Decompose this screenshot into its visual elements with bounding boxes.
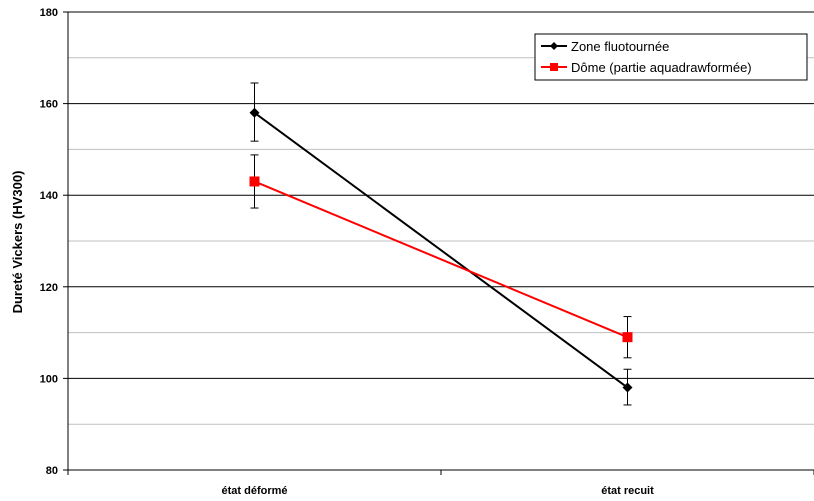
legend-marker	[550, 42, 558, 50]
series-line	[253, 111, 629, 389]
legend-item-1: Zone fluotournée	[541, 39, 669, 54]
legend-label: Dôme (partie aquadrawformée)	[571, 60, 752, 75]
y-tick-labels: 80 100 120 140 160 180	[40, 7, 58, 477]
x-tick-label: état déformé	[221, 485, 287, 497]
data-point	[249, 176, 260, 187]
legend: Zone fluotournée Dôme (partie aquadrawfor…	[534, 33, 808, 81]
legend-label: Zone fluotournée	[571, 39, 669, 54]
series-group	[249, 82, 633, 406]
legend-box	[534, 33, 808, 81]
data-point	[622, 382, 633, 393]
y-tick-label: 120	[40, 282, 58, 294]
data-point	[622, 332, 633, 343]
y-tick-label: 160	[40, 99, 58, 111]
y-tick-label: 140	[40, 190, 58, 202]
y-tick-label: 80	[46, 465, 58, 477]
major-gridlines	[68, 11, 814, 379]
legend-item-2: Dôme (partie aquadrawformée)	[541, 60, 752, 75]
series-line	[254, 180, 628, 339]
y-axis-label: Dureté Vickers (HV300)	[10, 171, 25, 314]
x-tick-labels: état déformé état recuit	[221, 485, 654, 497]
minor-gridlines	[68, 57, 814, 425]
x-tick-label: état recuit	[601, 485, 654, 497]
series-1	[249, 82, 633, 406]
y-tick-label: 180	[40, 7, 58, 19]
legend-marker	[550, 63, 558, 71]
series-2	[249, 154, 633, 359]
axes	[63, 11, 814, 475]
data-point	[249, 107, 260, 118]
y-tick-label: 100	[40, 373, 58, 385]
